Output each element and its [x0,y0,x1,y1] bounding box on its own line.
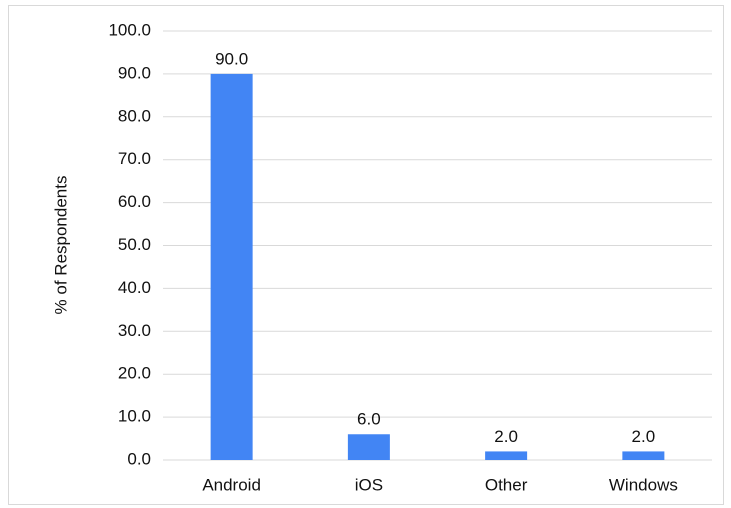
y-tick-label: 100.0 [108,20,151,39]
x-tick-label: Other [485,475,528,494]
data-label: 2.0 [494,427,518,446]
y-tick-label: 80.0 [118,106,151,125]
y-tick-label: 60.0 [118,192,151,211]
chart-border [8,5,724,505]
y-tick-label: 40.0 [118,278,151,297]
bar [622,451,665,460]
x-tick-label: Android [202,475,261,494]
y-tick-label: 20.0 [118,364,151,383]
x-tick-label: Windows [609,475,678,494]
bar [347,434,390,460]
y-tick-label: 30.0 [118,321,151,340]
y-tick-label: 0.0 [127,449,151,468]
bar [210,73,253,461]
data-label: 2.0 [632,427,656,446]
y-tick-label: 70.0 [118,149,151,168]
y-tick-label: 50.0 [118,235,151,254]
y-tick-label: 10.0 [118,407,151,426]
y-tick-label: 90.0 [118,63,151,82]
data-label: 6.0 [357,410,381,429]
y-axis-label: % of Respondents [51,176,70,315]
bar [485,451,528,460]
data-label: 90.0 [215,49,248,68]
x-tick-label: iOS [355,475,383,494]
